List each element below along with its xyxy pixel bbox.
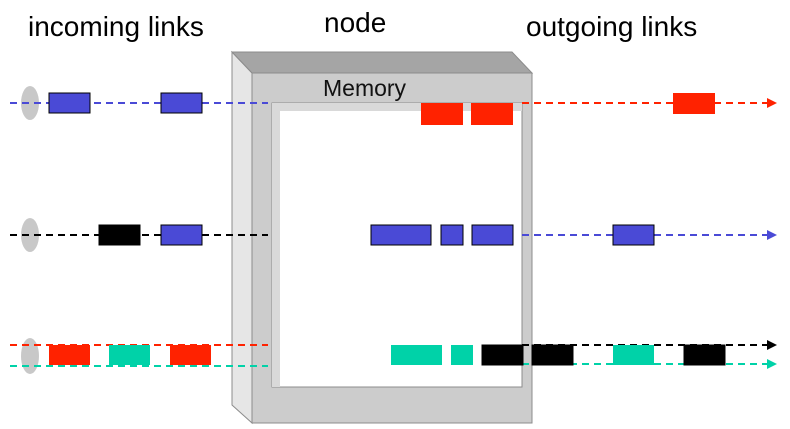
buffered-packet (391, 345, 442, 365)
packet (160, 224, 203, 246)
arrowhead-3a (767, 340, 777, 350)
buffered-packet (421, 103, 463, 125)
packet (170, 345, 211, 365)
node-label: node (324, 7, 387, 38)
node-left-side (231, 50, 253, 425)
buffered-packet (481, 344, 524, 366)
buffered-packet (471, 224, 514, 246)
packet (49, 345, 90, 365)
input-port-2 (21, 218, 39, 252)
outgoing-links-label: outgoing links (526, 11, 698, 42)
packet (160, 92, 203, 114)
packet (612, 224, 655, 246)
buffered-packet (471, 103, 513, 125)
packet (613, 345, 654, 365)
packet (109, 345, 150, 365)
buffered-packet (451, 345, 473, 365)
buffered-packet (370, 224, 432, 246)
input-port-1 (21, 86, 39, 120)
buffered-packet (440, 224, 464, 246)
packet (48, 92, 91, 114)
packet (98, 224, 141, 246)
arrowhead-3b (767, 359, 777, 369)
arrowhead-2 (767, 230, 777, 240)
node-front-face (251, 72, 533, 424)
packet (683, 344, 726, 366)
packet (531, 344, 574, 366)
incoming-links-label: incoming links (28, 11, 204, 42)
node-top-side (230, 51, 534, 74)
memory-label: Memory (323, 75, 407, 101)
input-port-3 (21, 338, 39, 374)
packet (673, 93, 715, 114)
arrowhead-1 (767, 98, 777, 108)
node-box (230, 50, 534, 425)
